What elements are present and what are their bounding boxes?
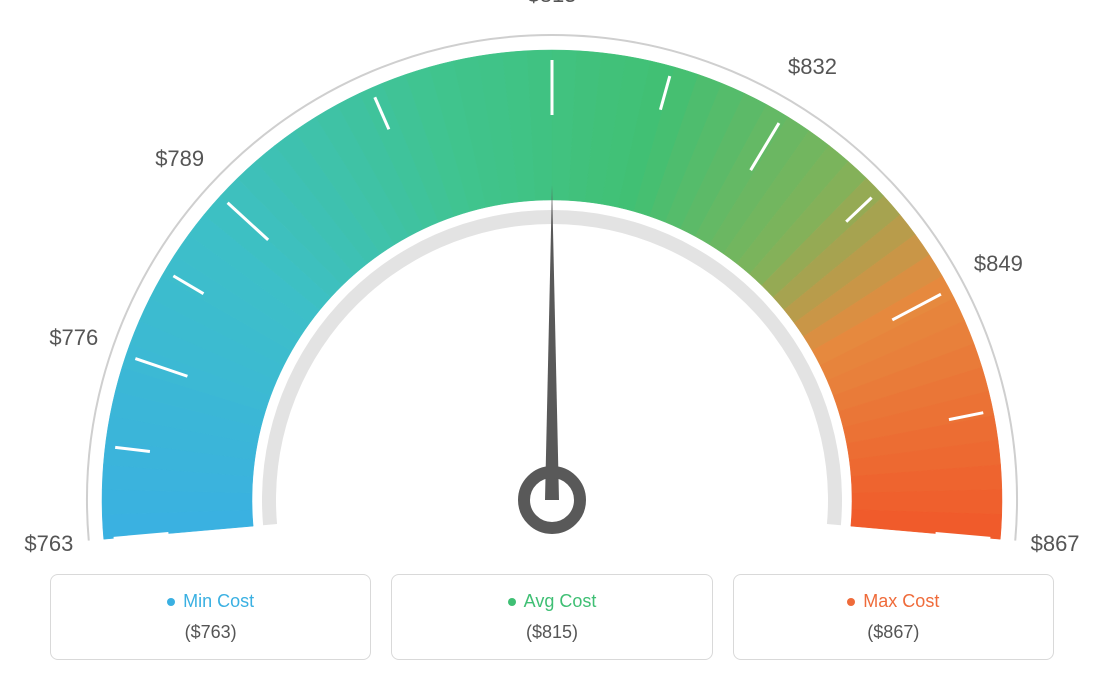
avg-cost-card: Avg Cost ($815) [391, 574, 712, 660]
max-dot-icon [847, 598, 855, 606]
gauge-tick-label: $832 [788, 54, 837, 80]
min-card-header: Min Cost [71, 591, 350, 612]
gauge-tick-label: $849 [974, 251, 1023, 277]
gauge-tick-label: $815 [528, 0, 577, 8]
gauge-chart-container: $763 $776 $789 $815 $832 $849 $867 Min Cost ($… [0, 0, 1104, 690]
min-card-value: ($763) [71, 622, 350, 643]
gauge-tick-label: $763 [24, 531, 73, 557]
max-card-value: ($867) [754, 622, 1033, 643]
max-card-header: Max Cost [754, 591, 1033, 612]
gauge-tick-label: $867 [1031, 531, 1080, 557]
min-cost-card: Min Cost ($763) [50, 574, 371, 660]
avg-card-header: Avg Cost [412, 591, 691, 612]
min-dot-icon [167, 598, 175, 606]
gauge-svg [0, 0, 1104, 560]
gauge-tick-label: $789 [155, 146, 204, 172]
summary-cards: Min Cost ($763) Avg Cost ($815) Max Cost… [50, 574, 1054, 660]
min-card-title: Min Cost [183, 591, 254, 612]
max-card-title: Max Cost [863, 591, 939, 612]
max-cost-card: Max Cost ($867) [733, 574, 1054, 660]
avg-card-title: Avg Cost [524, 591, 597, 612]
gauge-tick-label: $776 [49, 325, 98, 351]
gauge-area: $763 $776 $789 $815 $832 $849 $867 [0, 0, 1104, 560]
avg-dot-icon [508, 598, 516, 606]
avg-card-value: ($815) [412, 622, 691, 643]
